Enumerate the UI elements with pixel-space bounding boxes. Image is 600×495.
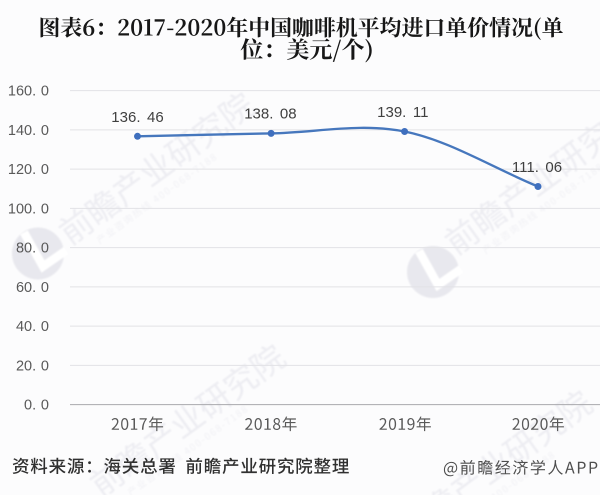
svg-text:111.06: 111. 06	[512, 159, 562, 176]
svg-text:160.0: 160. 0	[8, 84, 49, 100]
svg-text:100.0: 100. 0	[8, 201, 49, 217]
svg-text:120.0: 120. 0	[8, 162, 49, 178]
svg-text:40.0: 40. 0	[16, 319, 49, 335]
svg-text:138.08: 138. 08	[244, 106, 296, 123]
svg-text:140.0: 140. 0	[8, 123, 49, 139]
svg-text:139.11: 139. 11	[377, 104, 428, 121]
svg-text:136.46: 136. 46	[111, 109, 163, 126]
svg-text:60.0: 60. 0	[16, 280, 49, 296]
svg-text:80.0: 80. 0	[16, 241, 49, 257]
svg-text:20.0: 20. 0	[16, 358, 49, 374]
